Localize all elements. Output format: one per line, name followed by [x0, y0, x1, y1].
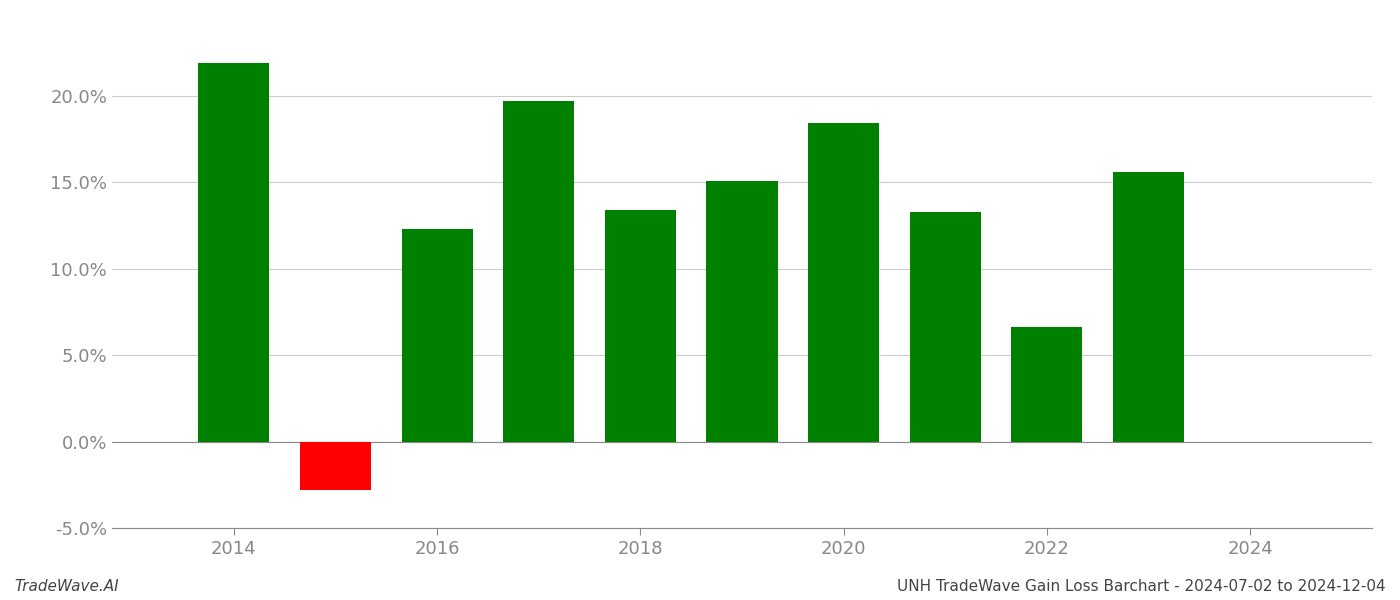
Bar: [300, 442, 371, 490]
Bar: [707, 181, 777, 442]
Bar: [808, 124, 879, 442]
Bar: [402, 229, 473, 442]
Text: UNH TradeWave Gain Loss Barchart - 2024-07-02 to 2024-12-04: UNH TradeWave Gain Loss Barchart - 2024-…: [897, 579, 1386, 594]
Bar: [199, 63, 269, 442]
Bar: [503, 101, 574, 442]
Bar: [605, 210, 676, 442]
Text: TradeWave.AI: TradeWave.AI: [14, 579, 119, 594]
Bar: [910, 212, 981, 442]
Bar: [1011, 328, 1082, 442]
Bar: [1113, 172, 1184, 442]
